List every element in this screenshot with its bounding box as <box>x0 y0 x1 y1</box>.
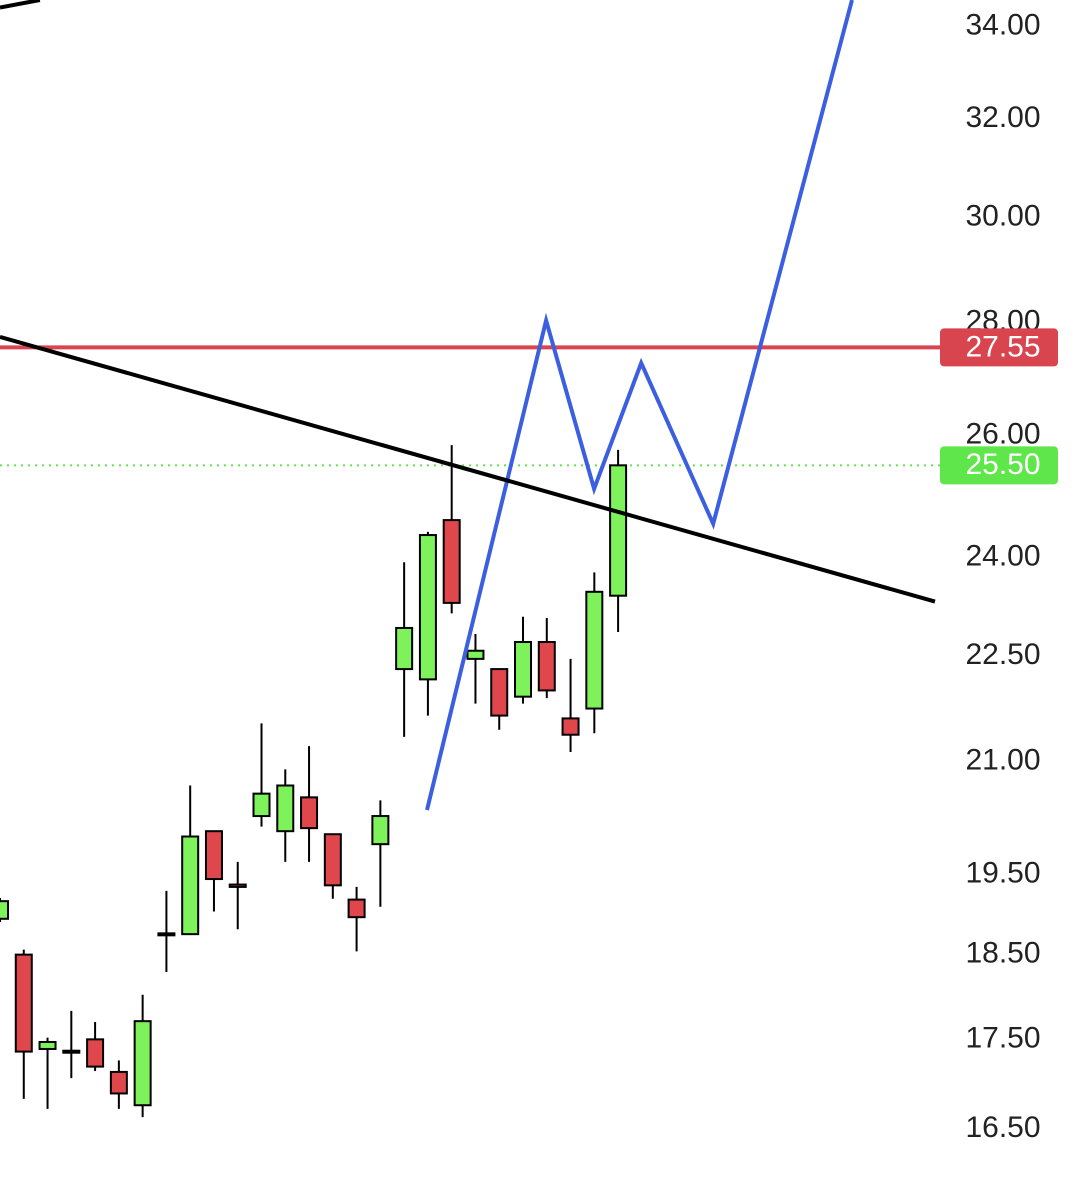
candle-body <box>109 1070 128 1095</box>
y-tick-label: 19.50 <box>965 856 1040 889</box>
candle-body <box>14 953 33 1053</box>
candle-body <box>395 626 414 671</box>
price-tag: 25.50 <box>940 446 1058 485</box>
candle-body <box>300 796 319 830</box>
candle-body <box>561 717 580 736</box>
y-tick-label: 32.00 <box>965 101 1040 134</box>
candle-body <box>537 640 556 692</box>
price-tag-label: 25.50 <box>965 448 1040 481</box>
candle-body <box>347 898 366 919</box>
candle-body <box>228 883 247 888</box>
y-tick-label: 21.00 <box>965 743 1040 776</box>
candle-body <box>252 792 271 818</box>
drawn-line <box>425 0 854 811</box>
y-tick-label: 22.50 <box>965 638 1040 671</box>
y-tick-label: 16.50 <box>965 1111 1040 1144</box>
candle-body <box>418 534 437 681</box>
candle-body <box>323 833 342 887</box>
candle-body <box>514 640 533 698</box>
y-tick-label: 24.00 <box>965 540 1040 573</box>
price-tag-label: 27.55 <box>965 330 1040 363</box>
candle-body <box>466 649 485 660</box>
candle-body <box>38 1040 57 1050</box>
drawn-line <box>0 0 41 10</box>
candle-body <box>442 519 461 604</box>
candle-body <box>133 1020 152 1107</box>
candle-body <box>0 900 9 920</box>
candle-body <box>62 1049 81 1054</box>
y-tick-label: 34.00 <box>965 9 1040 42</box>
y-tick-label: 18.50 <box>965 937 1040 970</box>
drawn-line <box>0 334 936 604</box>
price-tag-box <box>940 328 1058 367</box>
y-tick-label: 17.50 <box>965 1021 1040 1054</box>
price-tag-box <box>940 446 1058 485</box>
y-tick-label: 26.00 <box>965 418 1040 451</box>
price-tag: 27.55 <box>940 328 1058 367</box>
y-tick-label: 30.00 <box>965 199 1040 232</box>
candle-body <box>371 815 390 846</box>
candle-body <box>204 830 223 881</box>
candle-body <box>181 835 200 936</box>
candle-body <box>490 668 509 717</box>
candle-body <box>157 932 176 937</box>
candle-body <box>86 1038 105 1068</box>
candle-body <box>585 590 604 710</box>
candle-body <box>276 784 295 833</box>
candle-body <box>609 464 628 597</box>
